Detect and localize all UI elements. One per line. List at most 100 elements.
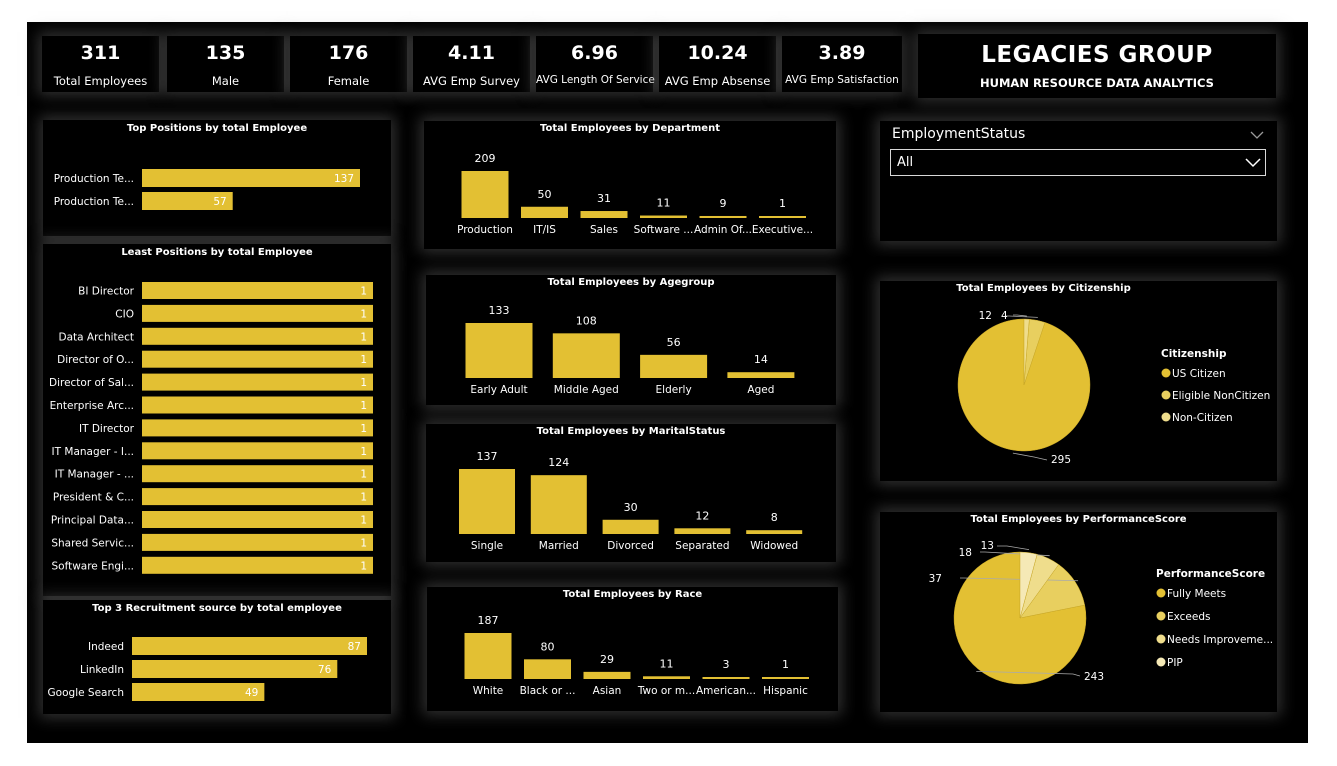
legend-marker — [1161, 412, 1171, 422]
category-label: Google Search — [48, 687, 124, 699]
data-label: 1 — [360, 560, 367, 572]
data-label: 50 — [538, 188, 552, 201]
kpi-avg-emp-satisfaction: 3.89 AVG Emp Satisfaction — [782, 36, 902, 92]
least-positions-panel: Least Positions by total Employee BI Dir… — [43, 244, 391, 596]
data-label: 1 — [360, 400, 367, 412]
bar — [142, 192, 233, 210]
legend-item: Eligible NonCitizen — [1172, 390, 1270, 402]
legend-marker — [1156, 588, 1166, 598]
kpi-value: 10.24 — [687, 42, 748, 64]
bar — [640, 354, 708, 378]
bar — [702, 677, 750, 679]
data-label: 12 — [695, 509, 709, 522]
bar — [580, 211, 628, 218]
bar — [142, 488, 373, 506]
data-label: 76 — [318, 664, 332, 676]
slicer-title: EmploymentStatus — [892, 126, 1026, 142]
data-label: 1 — [360, 377, 367, 389]
bar — [142, 511, 373, 528]
category-label: Black or ... — [520, 685, 576, 697]
bar — [142, 327, 373, 345]
category-label: Asian — [593, 685, 622, 697]
chart-title: Total Employees by MaritalStatus — [536, 426, 726, 437]
legend-marker — [1161, 390, 1171, 400]
kpi-label: Male — [211, 74, 240, 88]
chevron-down-icon[interactable] — [1250, 130, 1264, 140]
department-chart: 209 Production 50 IT/IS 31 Sales 11 Software ..… — [457, 152, 813, 236]
data-label: 124 — [548, 456, 569, 469]
category-label: Divorced — [607, 540, 654, 552]
legend-item: Needs Improveme... — [1167, 634, 1273, 646]
data-label: 80 — [541, 640, 555, 653]
kpi-avg-length-of-service: 6.96 AVG Length Of Service — [536, 36, 655, 92]
category-label: BI Director — [78, 286, 135, 298]
data-label: 29 — [600, 653, 614, 666]
category-label: IT Manager - I... — [52, 446, 134, 458]
data-label: 187 — [478, 614, 499, 627]
data-label: 8 — [771, 511, 778, 524]
bar — [142, 556, 373, 574]
data-label: 1 — [360, 331, 367, 343]
data-label: 1 — [360, 308, 367, 320]
bar — [142, 350, 373, 368]
data-label: 56 — [667, 336, 681, 349]
employment-status-slicer: EmploymentStatus All — [880, 121, 1277, 241]
brand-subtitle: HUMAN RESOURCE DATA ANALYTICS — [980, 76, 1214, 90]
bar — [727, 372, 795, 378]
bar — [465, 323, 533, 378]
data-label: 30 — [624, 501, 638, 514]
category-label: LinkedIn — [80, 664, 124, 676]
bar — [142, 396, 373, 414]
chart-title: Top 3 Recruitment source by total employ… — [92, 603, 342, 614]
leader-line — [1013, 314, 1027, 317]
data-label: 137 — [477, 450, 498, 463]
kpi-avg-emp-absense: 10.24 AVG Emp Absense — [659, 36, 776, 92]
data-label: 11 — [657, 197, 671, 210]
brand-panel: LEGACIES GROUP HUMAN RESOURCE DATA ANALY… — [918, 34, 1276, 98]
legend-item: Fully Meets — [1167, 588, 1226, 600]
race-panel: Total Employees by Race 187 White 80 Black … — [427, 587, 838, 711]
category-label: Middle Aged — [554, 384, 619, 396]
slicer-dropdown[interactable]: All — [890, 149, 1266, 176]
data-label: 108 — [576, 314, 597, 327]
data-label: 1 — [360, 515, 367, 527]
category-label: Software ... — [634, 224, 694, 236]
kpi-female: 176 Female — [290, 36, 407, 92]
data-label: 209 — [475, 152, 496, 165]
bar — [142, 169, 360, 187]
category-label: Married — [539, 540, 579, 552]
chart-title: Top Positions by total Employee — [126, 123, 308, 134]
kpi-value: 176 — [328, 42, 369, 64]
slicer-value: All — [897, 155, 914, 170]
data-label: 31 — [597, 192, 611, 205]
bar — [132, 660, 338, 678]
agegroup-chart: 133 Early Adult 108 Middle Aged 56 Elderly 14 A… — [465, 304, 795, 396]
performance-chart: 243 37 18 13 PerformanceScore Fully Meets Exce… — [929, 540, 1273, 685]
recruitment-panel: Top 3 Recruitment source by total employ… — [43, 600, 391, 714]
bar — [640, 215, 687, 218]
category-label: Shared Servic... — [51, 537, 134, 549]
bar — [142, 419, 373, 437]
legend-item: Exceeds — [1167, 611, 1211, 623]
data-label: 1 — [360, 354, 367, 366]
kpi-value: 311 — [80, 42, 121, 64]
kpi-value: 3.89 — [818, 42, 866, 64]
recruitment-chart: Indeed 87 LinkedIn 76 Google Search 49 — [48, 637, 367, 701]
chart-title: Total Employees by Department — [540, 123, 720, 134]
race-chart: 187 White 80 Black or ... 29 Asian 11 Two or m.… — [464, 614, 809, 697]
pie-slice — [953, 551, 1087, 685]
bar — [459, 469, 515, 534]
citizenship-chart: 295 12 4 Citizenship US Citizen Eligible NonC… — [957, 310, 1270, 466]
legend-marker — [1156, 611, 1166, 621]
category-label: White — [473, 685, 504, 697]
category-label: Director of Sal... — [49, 377, 134, 389]
kpi-total-employees: 311 Total Employees — [42, 36, 159, 92]
bar — [759, 216, 806, 218]
marital-panel: Total Employees by MaritalStatus 137 Sing… — [426, 424, 836, 562]
data-label: 13 — [981, 540, 994, 552]
marital-chart: 137 Single 124 Married 30 Divorced 12 Separated… — [459, 450, 803, 552]
data-label: 1 — [360, 423, 367, 435]
kpi-label: AVG Emp Absense — [664, 74, 771, 88]
bar — [142, 304, 373, 322]
data-label: 12 — [979, 310, 992, 322]
